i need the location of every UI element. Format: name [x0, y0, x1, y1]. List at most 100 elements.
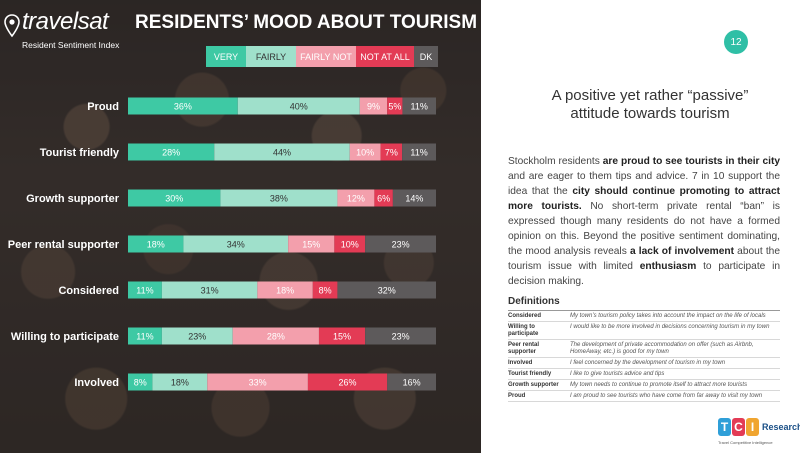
page-number-badge: 12: [724, 30, 748, 54]
data-label: 26%: [339, 378, 357, 388]
bar-segment-fairly: [237, 97, 360, 115]
bar-segment-dk: [392, 189, 436, 207]
location-pin-icon: [4, 14, 20, 38]
bar-segment-fairly: [161, 327, 233, 345]
data-label: 18%: [147, 240, 165, 250]
bar-segment-fairly-not: [349, 143, 381, 161]
definition-row: Proud I am proud to see tourists who have…: [508, 391, 780, 402]
logo-subtitle: Resident Sentiment Index: [22, 40, 120, 50]
legend-item-dk: DK: [414, 46, 438, 67]
bar-segment-very: [128, 235, 184, 253]
bar-segment-dk: [337, 281, 436, 299]
definition-row: Willing to participate I would like to be…: [508, 322, 780, 340]
data-label: 40%: [290, 102, 308, 112]
body-run: to participate in decision making.: [508, 261, 781, 287]
data-label: 30%: [165, 194, 183, 204]
bar-segment-not-at-all: [307, 373, 388, 391]
data-label: 23%: [392, 240, 410, 250]
body-run: Stockholm residents: [508, 156, 603, 167]
legend-item-very: VERY: [206, 46, 246, 67]
bar-segment-not-at-all: [380, 143, 403, 161]
data-label: 33%: [249, 378, 267, 388]
bar-segment-very: [128, 189, 221, 207]
data-label: 38%: [270, 194, 288, 204]
body-run: No short-term private rental “ban” is ex…: [508, 201, 781, 257]
definition-description: The development of private accommodation…: [570, 342, 754, 355]
tci-research-logo: T C I Research Travel Competitive Intell…: [716, 416, 800, 450]
bar-segment-very: [128, 373, 153, 391]
category-label: Considered: [58, 285, 119, 297]
tci-tagline: Travel Competitive Intelligence: [718, 440, 773, 445]
definition-description: I would like to be more involved in deci…: [570, 324, 770, 330]
definition-description: I am proud to see tourists who have come…: [570, 393, 763, 399]
definition-row: Considered My town’s tourism policy takes…: [508, 311, 780, 322]
data-label: 28%: [162, 148, 180, 158]
headline-line-2: attitude towards tourism: [570, 105, 730, 122]
definition-term: Involved: [508, 360, 533, 366]
data-label: 9%: [367, 102, 380, 112]
data-label: 32%: [378, 286, 396, 296]
bar-segment-fairly: [161, 281, 258, 299]
category-label: Growth supporter: [26, 193, 120, 205]
tci-letter-t: T: [718, 418, 731, 436]
definition-row: Growth supporter My town needs to continu…: [508, 380, 780, 391]
travelsat-logo: travelsat Resident Sentiment Index: [4, 8, 124, 58]
bar-segment-fairly: [183, 235, 289, 253]
data-label: 11%: [136, 332, 153, 342]
body-run: about the tourism issue with limited: [508, 246, 780, 272]
body-emphasis: enthusiasm: [639, 261, 697, 272]
stacked-bar-chart: Proud 36% 40% 9% 5% 11% Tourist friendly 28% 44%…: [26, 97, 436, 391]
data-label: 6%: [377, 194, 390, 204]
bar-segment-very: [128, 143, 215, 161]
data-label: 11%: [411, 102, 428, 112]
bar-segment-not-at-all: [318, 327, 366, 345]
bar-segment-fairly: [220, 189, 338, 207]
legend-item-fairly: FAIRLY: [246, 46, 296, 67]
bar-segment-not-at-all: [387, 97, 403, 115]
definition-term: Tourist friendly: [508, 371, 552, 377]
body-run: and are eager to them tips and advice. 7…: [508, 171, 780, 197]
data-label: 14%: [405, 194, 423, 204]
tci-letter-i: I: [746, 418, 759, 436]
bar-segment-not-at-all: [374, 189, 393, 207]
legend-item-not-at-all: NOT AT ALL: [356, 46, 414, 67]
bar-segment-dk: [365, 327, 436, 345]
data-label: 8%: [134, 378, 147, 388]
headline: A positive yet rather “passive” attitude…: [500, 87, 800, 123]
data-label: 15%: [302, 240, 320, 250]
data-label: 18%: [171, 378, 189, 388]
data-label: 36%: [174, 102, 192, 112]
data-label: 23%: [188, 332, 206, 342]
body-emphasis: city should continue promoting to attrac…: [508, 186, 780, 212]
definition-term: Proud: [508, 393, 526, 399]
definition-term: Growth supporter: [508, 382, 559, 388]
definition-term: Considered: [508, 313, 542, 319]
bar-segment-fairly: [214, 143, 350, 161]
definitions-title: Definitions: [508, 296, 780, 311]
bar-segment-dk: [402, 97, 436, 115]
definition-term: Willing to participate: [508, 324, 539, 337]
definition-row: Involved I feel concerned by the developm…: [508, 358, 780, 369]
data-label: 11%: [410, 148, 427, 158]
data-label: 15%: [333, 332, 351, 342]
tci-research-word: Research: [762, 422, 800, 432]
category-label: Involved: [74, 377, 119, 389]
bar-segment-fairly-not: [232, 327, 319, 345]
definition-row: Peer rental supporter The development of …: [508, 340, 780, 358]
definition-row: Tourist friendly I like to give tourists …: [508, 369, 780, 380]
bar-segment-dk: [402, 143, 436, 161]
data-label: 10%: [356, 148, 374, 158]
category-label: Proud: [87, 101, 119, 113]
data-label: 34%: [227, 240, 245, 250]
bar-segment-not-at-all: [334, 235, 366, 253]
legend-item-fairly-not: FAIRLY NOT: [296, 46, 356, 67]
bar-segment-fairly-not: [288, 235, 335, 253]
bar-segment-dk: [365, 235, 436, 253]
definition-description: I feel concerned by the development of t…: [570, 360, 726, 366]
bar-segment-very: [128, 327, 162, 345]
definition-term: Peer rental supporter: [508, 342, 540, 355]
bar-segment-very: [128, 97, 238, 115]
bar-segment-fairly-not: [359, 97, 388, 115]
logo-text: travelsat: [22, 8, 109, 35]
definitions-table: Considered My town’s tourism policy takes…: [508, 311, 780, 402]
